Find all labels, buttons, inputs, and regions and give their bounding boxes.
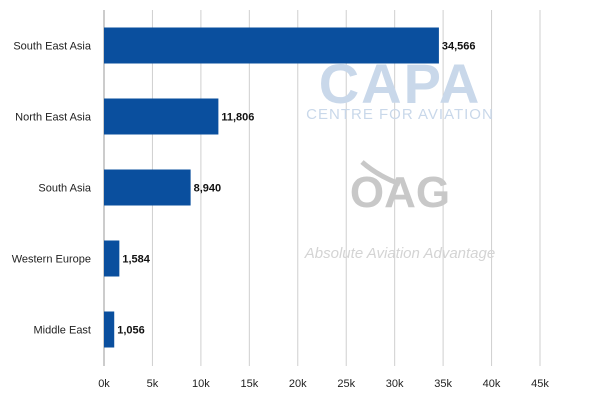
x-tick-label: 20k: [289, 378, 307, 390]
watermark-oag: OAG: [350, 168, 450, 217]
bar: [104, 311, 115, 348]
category-label: Western Europe: [12, 254, 91, 266]
category-label: North East Asia: [15, 112, 92, 124]
bar: [104, 98, 219, 135]
data-label: 34,566: [442, 41, 476, 53]
x-tick-label: 30k: [386, 378, 404, 390]
category-label: South Asia: [38, 183, 91, 195]
watermark: CAPA CENTRE FOR AVIATION OAG Absolute Av…: [304, 52, 495, 262]
watermark-capa-subtitle: CENTRE FOR AVIATION: [306, 106, 494, 123]
x-tick-label: 25k: [337, 378, 355, 390]
grid-lines: [103, 10, 541, 366]
bars: [104, 27, 439, 348]
data-label: 1,056: [117, 325, 145, 337]
x-tick-label: 40k: [483, 378, 501, 390]
data-labels: 34,566 11,806 8,940 1,584 1,056: [117, 41, 475, 337]
bar: [104, 240, 120, 277]
x-axis-tick-labels: 0k 5k 10k 15k 20k 25k 30k 35k 40k 45k: [98, 378, 549, 390]
data-label: 11,806: [221, 112, 254, 124]
data-label: 1,584: [122, 254, 150, 266]
bar: [104, 27, 439, 64]
category-label: South East Asia: [13, 41, 92, 53]
x-tick-label: 35k: [434, 378, 452, 390]
category-label: Middle East: [34, 325, 91, 337]
x-tick-label: 5k: [147, 378, 159, 390]
data-label: 8,940: [194, 183, 222, 195]
x-tick-label: 10k: [192, 378, 210, 390]
watermark-oag-subtitle: Absolute Aviation Advantage: [304, 245, 495, 262]
bar: [104, 169, 191, 206]
x-tick-label: 45k: [531, 378, 549, 390]
x-tick-label: 15k: [240, 378, 258, 390]
oag-swoosh-icon: [360, 160, 401, 187]
category-labels: South East Asia North East Asia South Asia…: [12, 41, 92, 337]
x-tick-label: 0k: [98, 378, 110, 390]
